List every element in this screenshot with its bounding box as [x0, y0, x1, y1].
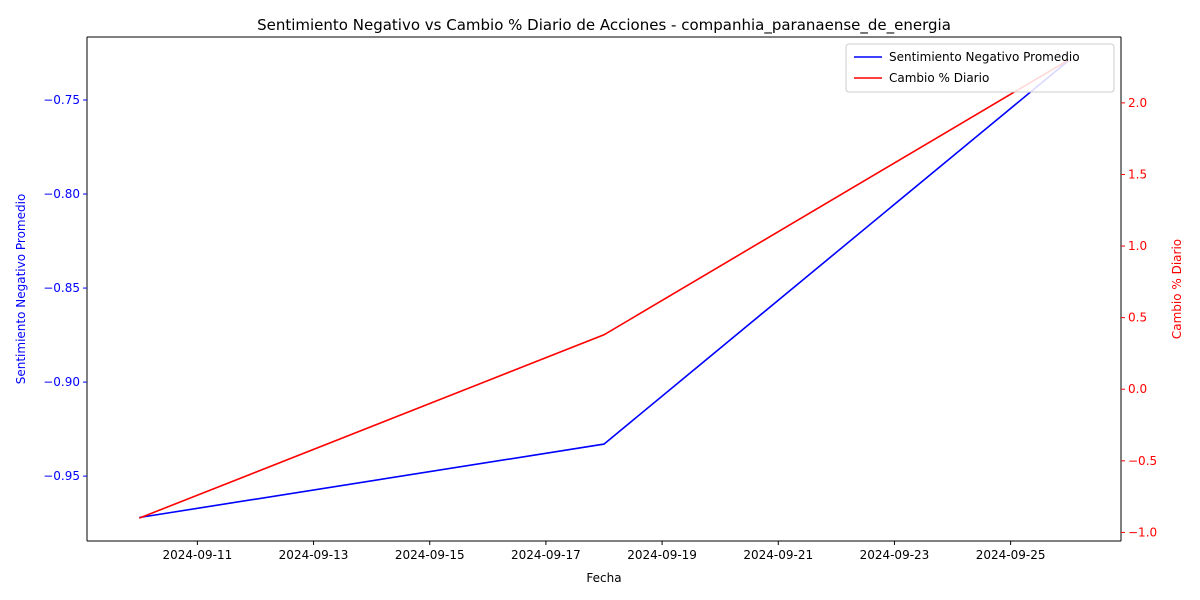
y-right-tick-label-1: −0.5	[1128, 454, 1157, 468]
x-tick-label-3: 2024-09-17	[511, 548, 581, 562]
y-right-tick-label-6: 2.0	[1128, 96, 1147, 110]
y-right-tick-label-4: 1.0	[1128, 239, 1147, 253]
x-tick-label-0: 2024-09-11	[162, 548, 232, 562]
series-line-1	[139, 59, 1070, 519]
y-left-tick-label-2: −0.85	[43, 281, 80, 295]
y-right-tick-label-3: 0.5	[1128, 311, 1147, 325]
x-tick-label-1: 2024-09-13	[279, 548, 349, 562]
y-right-tick-label-2: 0.0	[1128, 382, 1147, 396]
legend-label-0: Sentimiento Negativo Promedio	[889, 50, 1080, 64]
series-line-0	[139, 59, 1070, 519]
y-left-tick-label-1: −0.90	[43, 375, 80, 389]
y-axis-left-label: Sentimiento Negativo Promedio	[14, 194, 28, 385]
y-right-tick-label-5: 1.5	[1128, 167, 1147, 181]
legend-label-1: Cambio % Diario	[889, 71, 989, 85]
y-left-tick-label-3: −0.80	[43, 187, 80, 201]
x-tick-label-7: 2024-09-25	[976, 548, 1046, 562]
y-left-tick-label-0: −0.95	[43, 469, 80, 483]
x-axis-label: Fecha	[586, 571, 621, 585]
y-axis-right-label: Cambio % Diario	[1170, 239, 1184, 339]
x-tick-label-4: 2024-09-19	[627, 548, 697, 562]
legend-box	[845, 43, 1115, 93]
x-tick-label-2: 2024-09-15	[395, 548, 465, 562]
x-tick-label-6: 2024-09-23	[860, 548, 930, 562]
y-right-tick-label-0: −1.0	[1128, 525, 1157, 539]
y-left-tick-label-4: −0.75	[43, 93, 80, 107]
x-tick-label-5: 2024-09-21	[743, 548, 813, 562]
chart-title: Sentimiento Negativo vs Cambio % Diario …	[257, 16, 951, 35]
